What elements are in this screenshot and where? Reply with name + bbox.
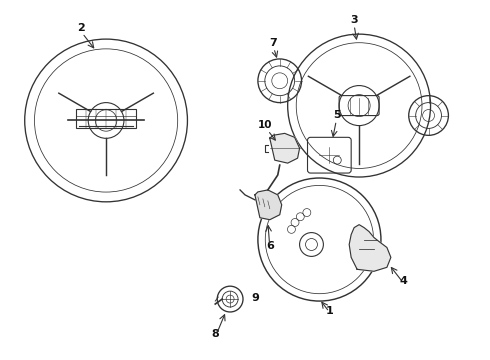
Text: 9: 9	[251, 293, 259, 303]
Text: 6: 6	[266, 242, 274, 251]
Text: 3: 3	[350, 15, 358, 25]
Text: 5: 5	[334, 111, 341, 121]
Polygon shape	[255, 190, 282, 220]
Text: 4: 4	[400, 276, 408, 286]
Text: 2: 2	[77, 23, 85, 33]
Text: 8: 8	[211, 329, 219, 339]
Text: 10: 10	[258, 120, 272, 130]
Bar	[76, 109, 136, 129]
Polygon shape	[270, 133, 299, 163]
Text: 1: 1	[325, 306, 333, 316]
Text: 7: 7	[269, 38, 277, 48]
Polygon shape	[349, 225, 391, 271]
